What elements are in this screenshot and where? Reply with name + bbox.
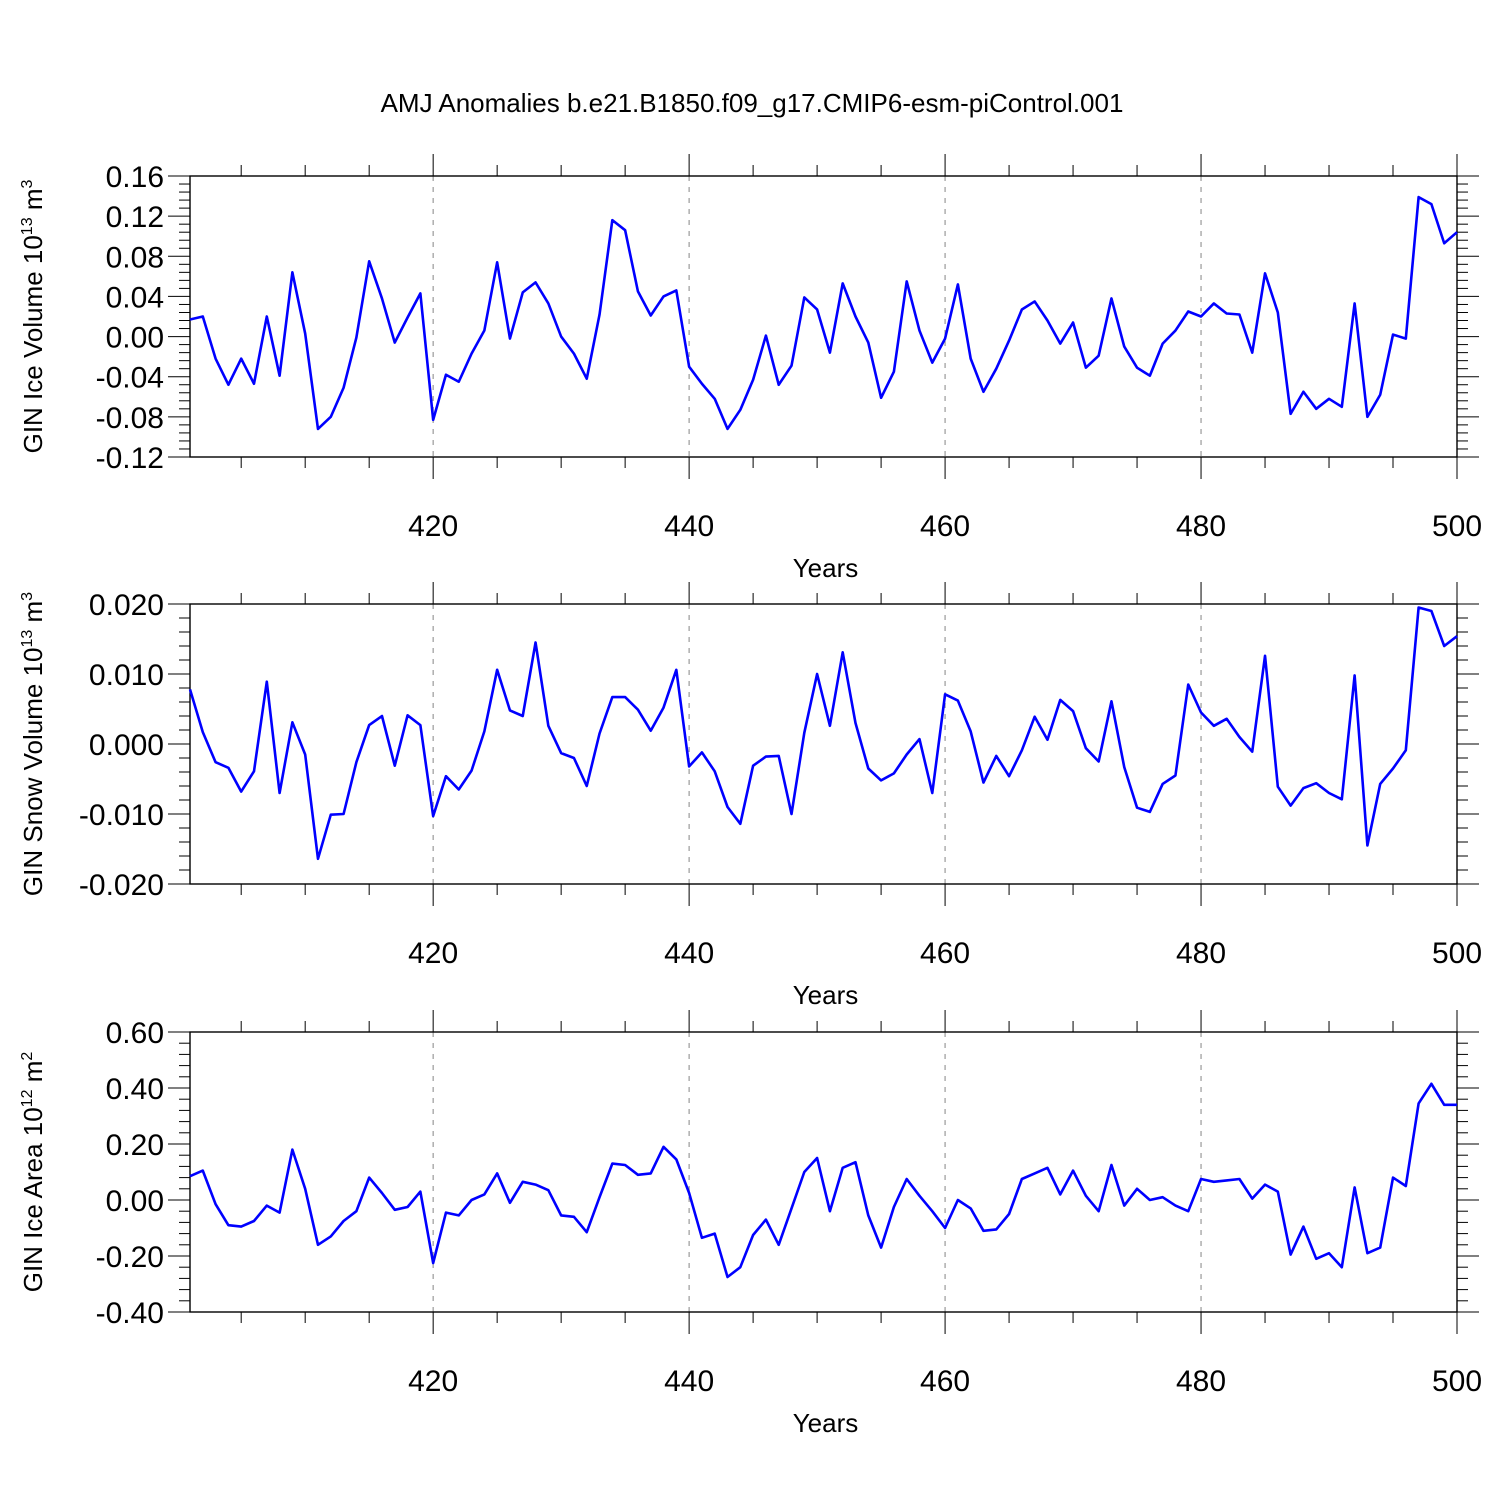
y-tick-label-4: 0.020 <box>89 589 164 622</box>
x-tick-label-420: 420 <box>408 1365 458 1398</box>
y-tick-label-3: 0.20 <box>106 1129 164 1162</box>
ylabel-text: GIN Snow Volume 10 <box>18 648 48 897</box>
y-tick-label-1: -0.20 <box>96 1241 164 1274</box>
series-line-1 <box>188 606 1458 861</box>
y-tick-label-3: 0.010 <box>89 659 164 692</box>
ylabel-exponent-2: 3 <box>19 179 36 188</box>
y-tick-label-1: -0.010 <box>79 799 164 832</box>
y-tick-label-6: 0.12 <box>106 201 164 234</box>
y-axis-title: GIN Ice Area 1012 m2 <box>18 1052 48 1293</box>
plot-frame <box>189 175 1458 458</box>
x-tick-label-420: 420 <box>408 937 458 970</box>
series-line-1 <box>189 1082 1457 1279</box>
y-tick-label-4: 0.40 <box>106 1073 164 1106</box>
ylabel-exponent-2: 3 <box>19 592 36 601</box>
y-tick-label-0: -0.40 <box>96 1297 164 1330</box>
x-tick-label-480: 480 <box>1176 510 1226 543</box>
y-tick-label-5: 0.60 <box>106 1017 164 1050</box>
x-tick-label-440: 440 <box>664 937 714 970</box>
x-tick-label-480: 480 <box>1176 937 1226 970</box>
plot-frame <box>189 603 1458 885</box>
y-axis-title: GIN Snow Volume 1013 m3 <box>18 592 48 896</box>
ylabel-exponent-1: 12 <box>19 1089 36 1107</box>
x-axis-title: Years <box>793 980 859 1010</box>
y-tick-label-7: 0.16 <box>106 161 164 194</box>
series-line-1 <box>189 195 1458 431</box>
y-tick-label-4: 0.04 <box>106 281 164 314</box>
ylabel-unit: m <box>18 188 48 217</box>
ylabel-unit: m <box>18 1061 48 1090</box>
y-tick-label-3: 0.00 <box>106 322 164 355</box>
x-tick-label-420: 420 <box>408 510 458 543</box>
x-tick-label-460: 460 <box>920 510 970 543</box>
y-tick-label-0: -0.020 <box>79 869 164 902</box>
x-tick-label-460: 460 <box>920 937 970 970</box>
y-tick-label-1: -0.08 <box>96 402 164 435</box>
ylabel-text: GIN Ice Area 10 <box>18 1107 48 1292</box>
panel-3: 420 440 460 480 500 Years -0.40 -0.20 0.00 0.20 0.… <box>18 1010 1482 1438</box>
x-tick-label-460: 460 <box>920 1365 970 1398</box>
plot-frame <box>189 1031 1458 1313</box>
x-tick-label-440: 440 <box>664 1365 714 1398</box>
ylabel-unit: m <box>18 601 48 630</box>
y-tick-label-2: -0.04 <box>96 362 164 395</box>
chart-title: AMJ Anomalies b.e21.B1850.f09_g17.CMIP6-… <box>381 88 1124 118</box>
y-tick-label-2: 0.00 <box>106 1185 164 1218</box>
x-tick-label-500: 500 <box>1432 510 1482 543</box>
x-axis-title: Years <box>793 553 859 583</box>
y-tick-label-5: 0.08 <box>106 241 164 274</box>
x-tick-label-500: 500 <box>1432 937 1482 970</box>
x-tick-label-500: 500 <box>1432 1365 1482 1398</box>
x-axis-title: Years <box>793 1408 859 1438</box>
ylabel-exponent-2: 2 <box>19 1052 36 1061</box>
y-axis-title: GIN Ice Volume 1013 m3 <box>18 179 48 453</box>
ylabel-exponent-1: 13 <box>19 630 36 648</box>
x-tick-label-440: 440 <box>664 510 714 543</box>
panel-1: 420 440 460 480 500 Years -0.12 -0.08 -0.04 0.00 0… <box>18 154 1482 583</box>
ylabel-text: GIN Ice Volume 10 <box>18 235 48 453</box>
ylabel-exponent-1: 13 <box>19 217 36 235</box>
y-tick-label-2: 0.000 <box>89 729 164 762</box>
y-tick-label-0: -0.12 <box>96 442 164 475</box>
panel-2: 420 440 460 480 500 Years -0.020 -0.010 0.000 0.0… <box>18 582 1482 1010</box>
x-tick-label-480: 480 <box>1176 1365 1226 1398</box>
